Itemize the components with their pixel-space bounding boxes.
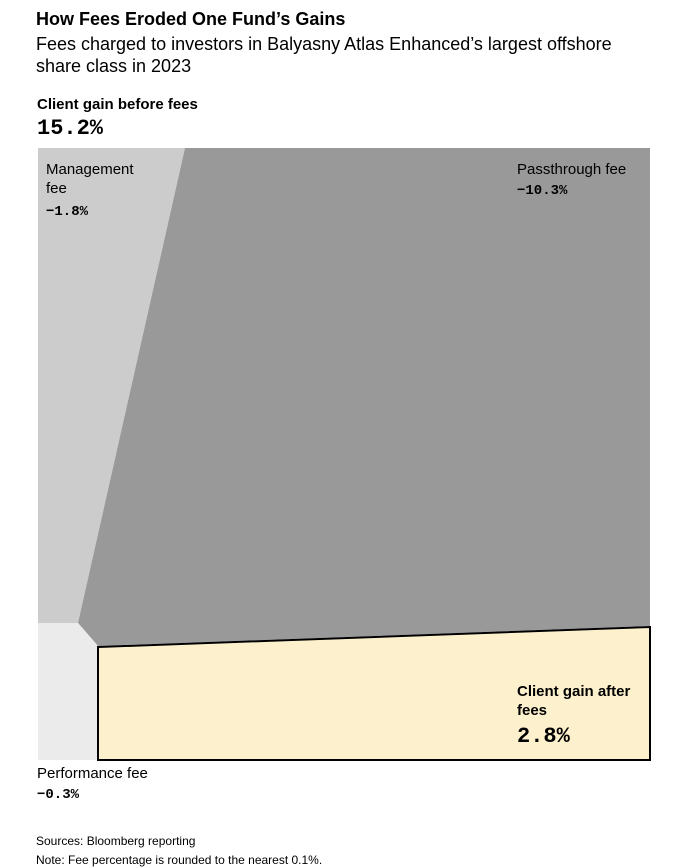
- segment-value: −1.8%: [46, 204, 89, 220]
- chart-subtitle: Fees charged to investors in Balyasny At…: [36, 34, 612, 76]
- segment-label: Management fee −1.8%: [46, 160, 156, 220]
- segment: [78, 148, 650, 646]
- segment: [97, 625, 651, 761]
- segment-value: −10.3%: [517, 183, 568, 199]
- segment: [38, 148, 185, 623]
- segment-label: Performance fee −0.3%: [37, 764, 237, 803]
- segment: [38, 623, 98, 760]
- total-name: Client gain before fees: [37, 96, 198, 113]
- segment-label: Passthrough fee −10.3%: [517, 160, 657, 199]
- total-value: 15.2%: [37, 116, 104, 141]
- segment-name: Performance fee: [37, 765, 148, 782]
- segment-name: Passthrough fee: [517, 161, 627, 178]
- segment-label: Client gain after fees 2.8%: [517, 682, 637, 749]
- segment-value: 2.8%: [517, 724, 570, 749]
- sources: Sources: Bloomberg reporting: [36, 834, 196, 848]
- segment-name: Client gain after fees: [517, 683, 631, 719]
- chart-title: How Fees Eroded One Fund’s Gains: [36, 9, 346, 29]
- segment-value: −0.3%: [37, 787, 80, 803]
- note: Note: Fee percentage is rounded to the n…: [36, 853, 323, 867]
- segment-name: Management fee: [46, 161, 134, 197]
